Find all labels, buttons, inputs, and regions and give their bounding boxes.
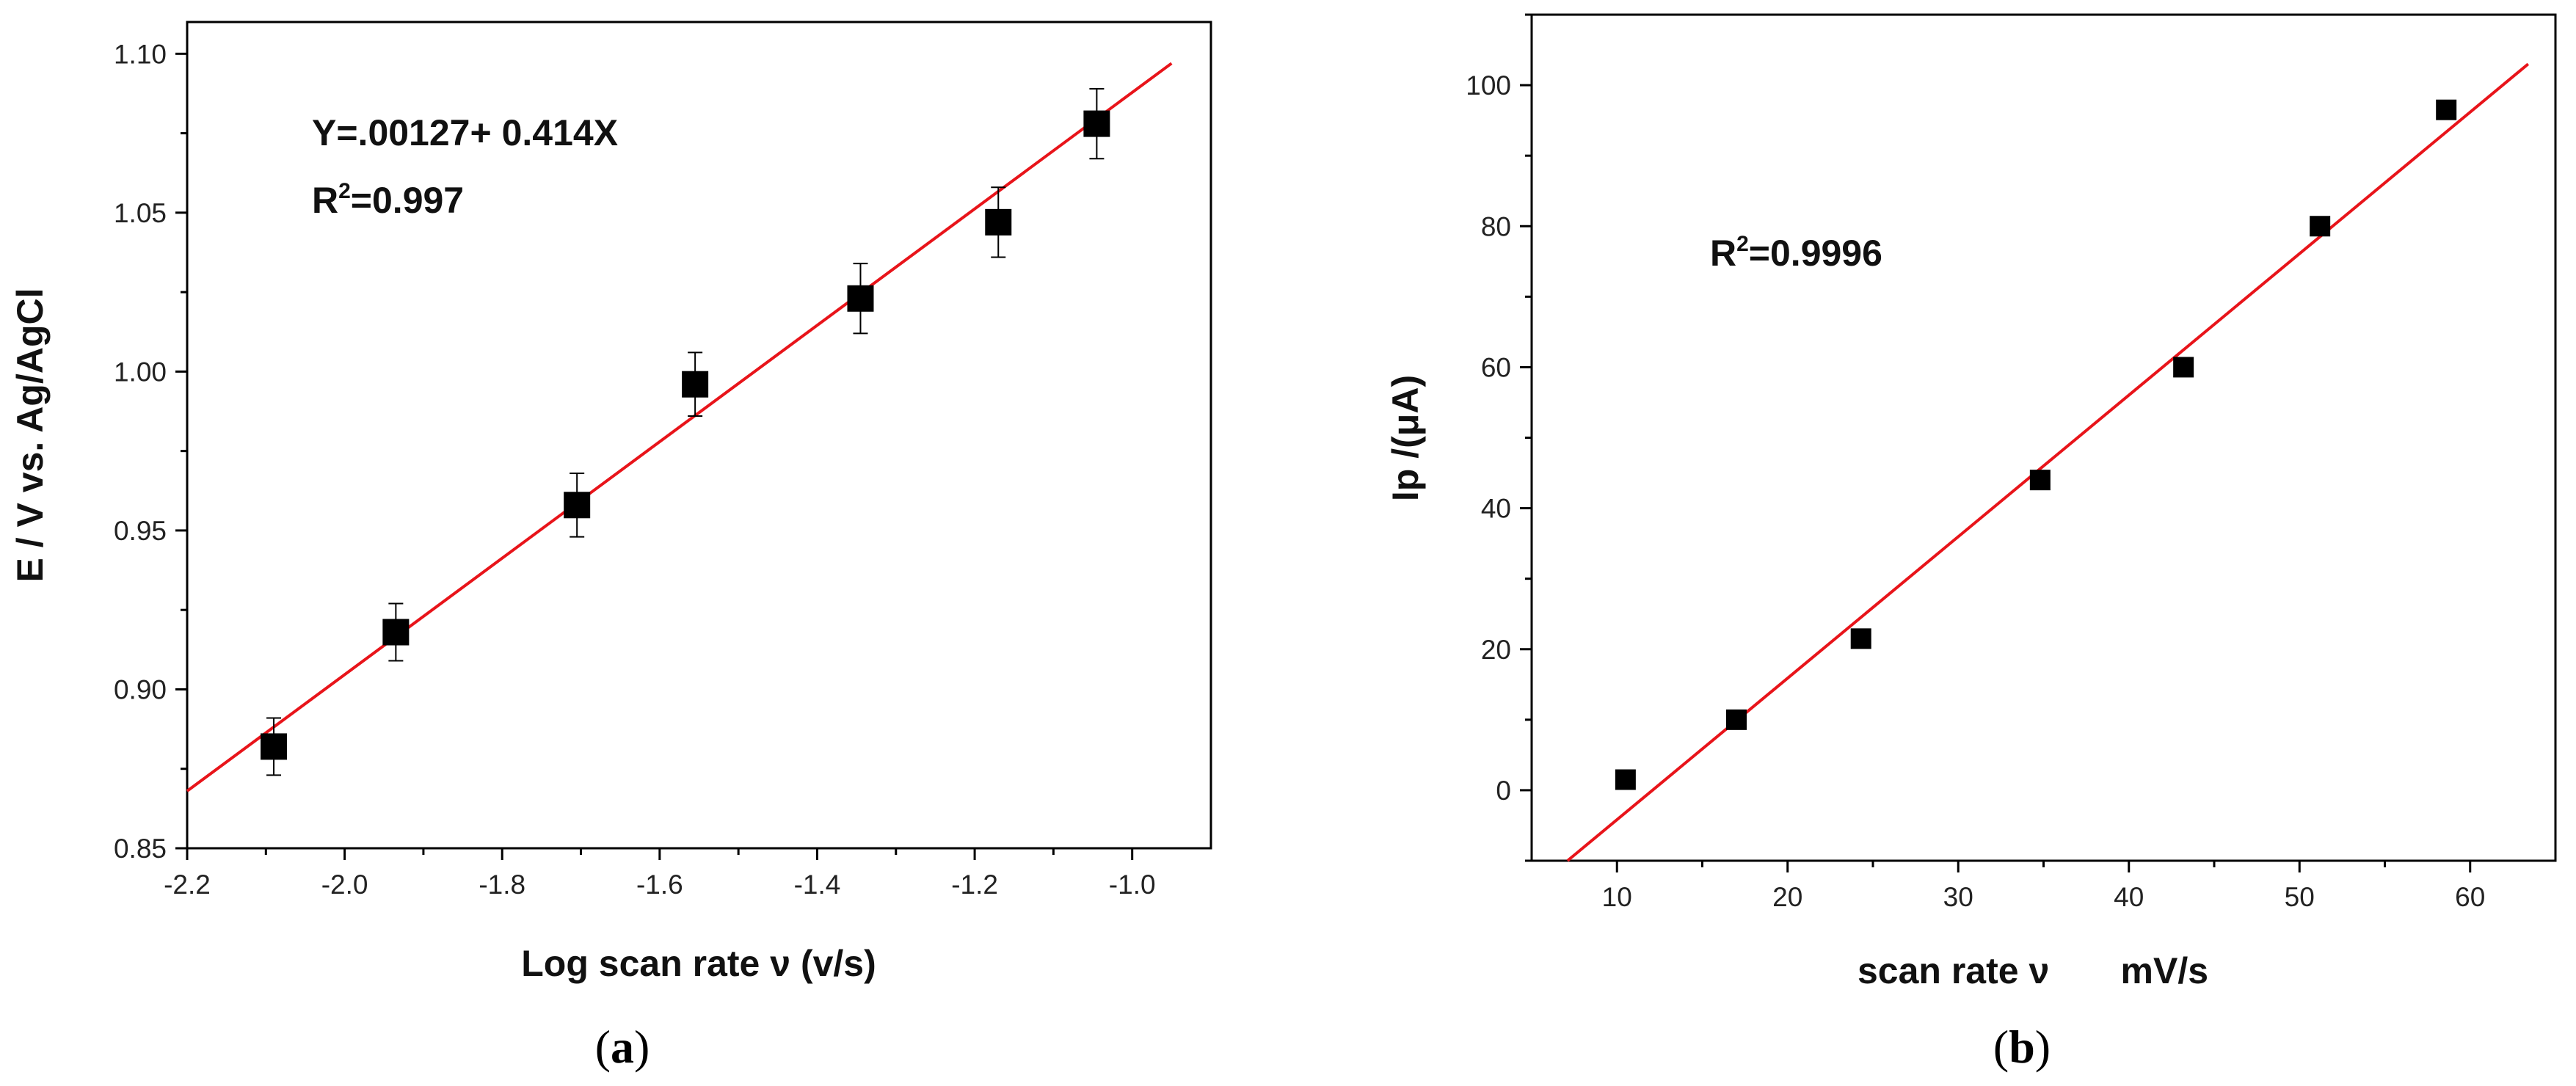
panel-b-r-squared: R2=0.9996	[1710, 232, 1882, 274]
x-tick-label: -1.8	[479, 870, 525, 900]
panel-a-data-points	[261, 87, 1110, 776]
data-point	[682, 371, 709, 398]
x-tick-label: -1.4	[794, 870, 841, 900]
data-point	[2310, 216, 2331, 237]
y-tick-label: 0	[1496, 776, 1511, 806]
x-tick-label: 60	[2455, 882, 2485, 912]
panel-a-r-squared: R2=0.997	[312, 179, 464, 221]
x-tick-label: -2.2	[164, 870, 211, 900]
panel-a-plot-frame	[186, 21, 1212, 850]
panel-b-fit-line	[1566, 62, 2530, 862]
data-point	[261, 733, 288, 760]
data-point	[1615, 769, 1636, 790]
y-tick-label: 0.95	[114, 516, 167, 546]
data-point	[2436, 99, 2457, 120]
data-point	[985, 208, 1012, 236]
panel-b-plot-frame	[1530, 13, 2557, 862]
panel-b-x-axis-title: scan rate ν mV/s	[1858, 950, 2208, 991]
y-tick-label: 0.90	[114, 674, 167, 704]
panel-a-caption: (a)	[595, 1021, 650, 1073]
panel-a-x-axis-title: Log scan rate ν (v/s)	[521, 943, 876, 984]
data-point	[847, 285, 874, 312]
y-tick-label: 20	[1481, 635, 1511, 665]
data-point	[2173, 357, 2194, 378]
x-tick-label: -1.0	[1109, 870, 1156, 900]
x-tick-label: 40	[2114, 882, 2144, 912]
x-tick-label: 10	[1602, 882, 1632, 912]
data-point	[1083, 110, 1110, 137]
y-tick-label: 1.00	[114, 357, 167, 387]
data-point	[1726, 709, 1747, 730]
panel-b-y-axis-title: Ip /(μA)	[1385, 375, 1426, 501]
x-tick-label: 30	[1943, 882, 1973, 912]
y-tick-label: 60	[1481, 352, 1511, 382]
data-point	[382, 619, 410, 646]
panel-a-equation: Y=.00127+ 0.414X	[312, 112, 618, 153]
panel-b-ticks: 10 20 30 40 50 60 0 20 40 60 80 100	[1466, 13, 2485, 912]
panel-b: 10 20 30 40 50 60 0 20 40 60 80 100 R2=0.9996 scan …	[1385, 13, 2557, 1073]
x-tick-label: -2.0	[321, 870, 368, 900]
data-point	[1850, 628, 1871, 649]
panel-a-fit-line	[186, 62, 1173, 792]
panel-a: -2.2 -2.0 -1.8 -1.6 -1.4 -1.2 -1.0 0.85 0.90 0.95…	[10, 21, 1212, 1073]
panel-a-ticks: -2.2 -2.0 -1.8 -1.6 -1.4 -1.2 -1.0 0.85 0.90 0.95…	[114, 39, 1156, 900]
panel-a-y-axis-title: E / V vs. Ag/AgCl	[10, 288, 51, 582]
y-tick-label: 100	[1466, 70, 1511, 101]
data-point	[2029, 470, 2051, 491]
x-tick-label: 50	[2285, 882, 2315, 912]
y-tick-label: 40	[1481, 494, 1511, 524]
x-tick-label: 20	[1772, 882, 1802, 912]
data-point	[564, 492, 591, 519]
y-tick-label: 0.85	[114, 834, 167, 864]
y-tick-label: 80	[1481, 211, 1511, 241]
panel-b-data-points	[1615, 99, 2457, 790]
panel-b-caption: (b)	[1993, 1021, 2051, 1073]
y-tick-label: 1.10	[114, 39, 167, 69]
x-tick-label: -1.6	[636, 870, 683, 900]
x-tick-label: -1.2	[951, 870, 998, 900]
y-tick-label: 1.05	[114, 198, 167, 228]
